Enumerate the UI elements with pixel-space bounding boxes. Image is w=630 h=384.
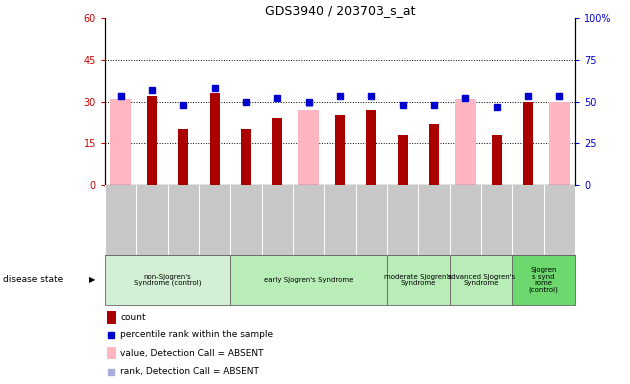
Bar (398, 135, 408, 185)
Text: disease state: disease state (3, 275, 64, 285)
Bar (107, 311, 116, 324)
Bar (429, 124, 439, 185)
Text: early Sjogren's Syndrome: early Sjogren's Syndrome (264, 277, 353, 283)
Bar (231, 255, 387, 305)
Bar (366, 110, 376, 185)
Text: rank, Detection Call = ABSENT: rank, Detection Call = ABSENT (120, 367, 259, 376)
Text: percentile rank within the sample: percentile rank within the sample (120, 330, 273, 339)
Bar (450, 255, 512, 305)
Bar (105, 255, 231, 305)
Bar (512, 255, 575, 305)
Bar (210, 93, 220, 185)
Text: non-Sjogren's
Syndrome (control): non-Sjogren's Syndrome (control) (134, 273, 202, 286)
Bar (549, 101, 570, 185)
Bar (147, 96, 157, 185)
Text: count: count (120, 313, 146, 322)
Bar (107, 347, 116, 359)
Bar (241, 129, 251, 185)
Text: ▶: ▶ (89, 275, 96, 285)
Text: advanced Sjogren's
Syndrome: advanced Sjogren's Syndrome (447, 274, 515, 286)
Bar (387, 255, 450, 305)
Bar (335, 116, 345, 185)
Bar (455, 99, 476, 185)
Bar (110, 99, 131, 185)
Bar (272, 118, 282, 185)
Text: value, Detection Call = ABSENT: value, Detection Call = ABSENT (120, 349, 264, 358)
Title: GDS3940 / 203703_s_at: GDS3940 / 203703_s_at (265, 4, 415, 17)
Text: Sjogren
s synd
rome
(control): Sjogren s synd rome (control) (529, 267, 559, 293)
Bar (299, 110, 319, 185)
Bar (178, 129, 188, 185)
Bar (491, 135, 501, 185)
Text: moderate Sjogren's
Syndrome: moderate Sjogren's Syndrome (384, 274, 452, 286)
Bar (523, 101, 533, 185)
